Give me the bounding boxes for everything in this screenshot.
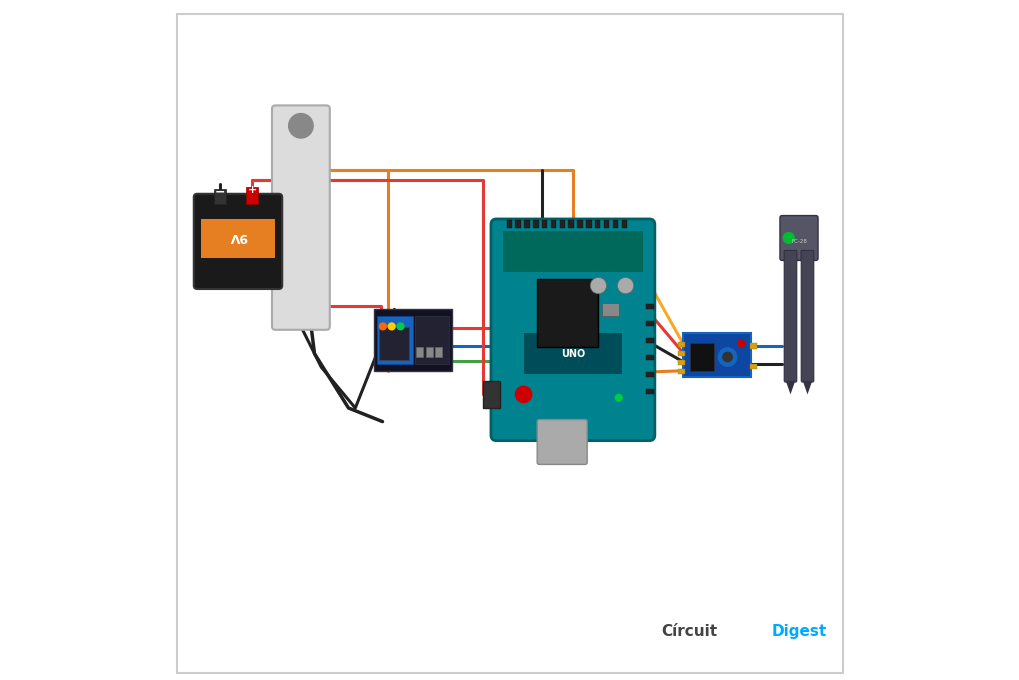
- Polygon shape: [802, 381, 811, 394]
- Bar: [612, 220, 618, 228]
- Bar: [645, 389, 653, 394]
- Bar: [533, 220, 538, 228]
- FancyBboxPatch shape: [490, 219, 654, 441]
- Bar: [678, 360, 684, 365]
- Circle shape: [379, 323, 386, 330]
- Circle shape: [737, 340, 744, 347]
- Bar: [502, 231, 642, 272]
- FancyBboxPatch shape: [780, 216, 817, 260]
- Text: FC-28: FC-28: [791, 239, 806, 244]
- Bar: [749, 343, 756, 349]
- Circle shape: [538, 299, 592, 353]
- Text: Digest: Digest: [771, 624, 826, 639]
- Bar: [435, 347, 441, 357]
- FancyBboxPatch shape: [784, 250, 796, 382]
- Bar: [416, 347, 423, 357]
- Bar: [645, 372, 653, 377]
- Bar: [374, 309, 451, 371]
- Bar: [683, 333, 751, 377]
- Bar: [568, 220, 574, 228]
- Circle shape: [388, 323, 394, 330]
- FancyBboxPatch shape: [272, 105, 329, 330]
- Bar: [515, 220, 521, 228]
- Bar: [523, 333, 622, 374]
- Text: UNO: UNO: [560, 349, 585, 358]
- Text: +: +: [248, 186, 257, 195]
- Circle shape: [721, 352, 733, 362]
- Circle shape: [288, 114, 313, 138]
- Bar: [559, 220, 565, 228]
- Text: Círcuit: Círcuit: [660, 624, 716, 639]
- Bar: [645, 355, 653, 360]
- Bar: [506, 220, 512, 228]
- Circle shape: [396, 323, 404, 330]
- Bar: [550, 220, 555, 228]
- Bar: [678, 369, 684, 374]
- Circle shape: [616, 277, 633, 294]
- Bar: [201, 219, 275, 258]
- Bar: [482, 381, 499, 408]
- Polygon shape: [785, 381, 795, 394]
- Circle shape: [515, 386, 531, 403]
- Bar: [415, 316, 448, 364]
- FancyBboxPatch shape: [800, 250, 813, 382]
- Bar: [603, 220, 608, 228]
- Bar: [537, 279, 598, 347]
- Bar: [645, 321, 653, 326]
- Text: −: −: [214, 185, 224, 199]
- Text: ®: ®: [559, 316, 579, 335]
- Bar: [213, 189, 225, 204]
- Bar: [645, 338, 653, 343]
- Bar: [541, 220, 547, 228]
- Circle shape: [783, 233, 794, 243]
- Bar: [678, 342, 684, 347]
- Bar: [246, 187, 258, 204]
- Bar: [586, 220, 591, 228]
- Circle shape: [716, 347, 737, 367]
- Bar: [621, 220, 627, 228]
- Bar: [690, 343, 713, 371]
- Circle shape: [590, 277, 606, 294]
- Bar: [594, 220, 600, 228]
- Bar: [678, 351, 684, 356]
- Circle shape: [614, 394, 622, 401]
- Bar: [524, 220, 529, 228]
- Bar: [601, 303, 619, 316]
- Bar: [379, 326, 409, 360]
- FancyBboxPatch shape: [194, 194, 282, 289]
- FancyBboxPatch shape: [537, 420, 587, 464]
- Bar: [749, 364, 756, 369]
- Bar: [425, 347, 432, 357]
- Bar: [645, 304, 653, 309]
- Bar: [377, 316, 413, 364]
- Text: 9V: 9V: [228, 231, 247, 243]
- Bar: [577, 220, 582, 228]
